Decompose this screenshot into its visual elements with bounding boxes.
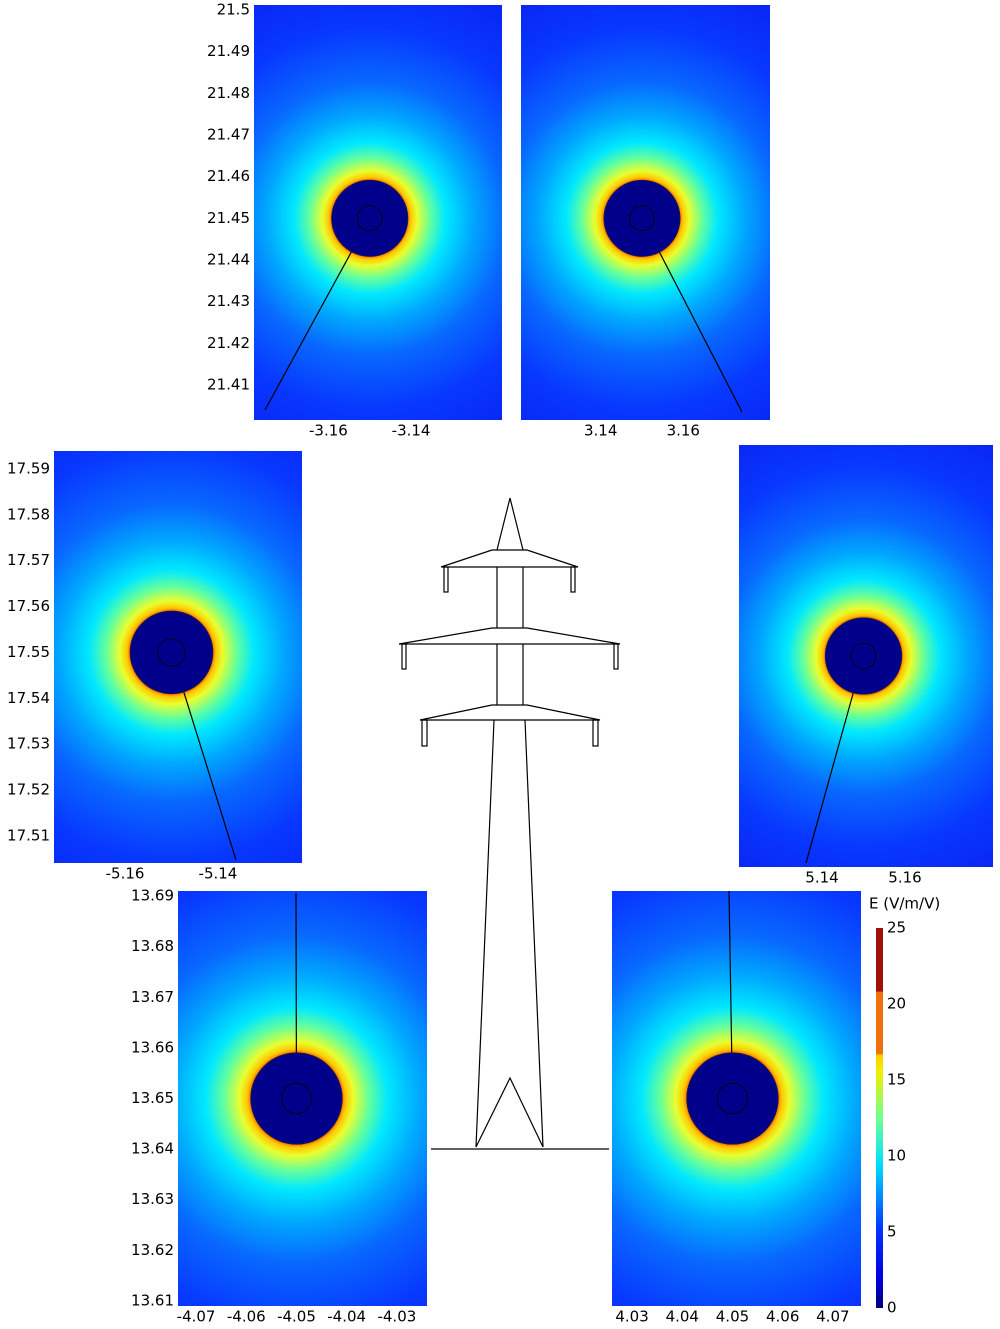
y-tick-label: 21.44 xyxy=(207,251,250,269)
x-tick-label: 5.16 xyxy=(888,869,921,887)
y-tick-label: 13.66 xyxy=(131,1038,174,1056)
y-tick-label: 21.42 xyxy=(207,334,250,352)
x-tick-label: -4.04 xyxy=(327,1308,366,1326)
y-tick-label: 13.69 xyxy=(131,887,174,905)
x-tick-label: -5.16 xyxy=(106,865,145,883)
conductor xyxy=(250,1052,343,1145)
conductor-core xyxy=(850,642,877,670)
conductor xyxy=(824,617,903,695)
conductor xyxy=(331,179,409,257)
y-tick-label: 17.57 xyxy=(7,551,50,569)
y-tick-label: 21.41 xyxy=(207,376,250,394)
x-tick-label: 4.03 xyxy=(615,1308,648,1326)
y-tick-label: 17.59 xyxy=(7,459,50,477)
y-tick-label: 13.67 xyxy=(131,988,174,1006)
x-tick-label: 4.04 xyxy=(666,1308,699,1326)
colorbar-tick-label: 25 xyxy=(887,919,906,937)
conductor-core xyxy=(157,638,186,667)
colorbar xyxy=(876,928,883,1308)
y-tick-label: 21.46 xyxy=(207,167,250,185)
x-tick-label: 5.14 xyxy=(805,869,838,887)
x-tick-label: 4.05 xyxy=(716,1308,749,1326)
colorbar-tick-label: 20 xyxy=(887,995,906,1013)
x-tick-label: -4.03 xyxy=(377,1308,416,1326)
y-tick-label: 21.45 xyxy=(207,209,250,227)
x-tick-label: 3.14 xyxy=(584,422,617,440)
y-tick-label: 21.5 xyxy=(217,1,250,19)
x-tick-label: -3.14 xyxy=(392,422,431,440)
y-tick-label: 17.53 xyxy=(7,735,50,753)
x-tick-label: 3.16 xyxy=(667,422,700,440)
y-tick-label: 17.58 xyxy=(7,505,50,523)
colorbar-tick-label: 10 xyxy=(887,1147,906,1165)
x-tick-label: -3.16 xyxy=(309,422,348,440)
x-tick-label: 4.06 xyxy=(766,1308,799,1326)
y-tick-label: 13.64 xyxy=(131,1140,174,1158)
colorbar-title: E (V/m/V) xyxy=(869,895,940,913)
colorbar-tick-label: 0 xyxy=(887,1299,897,1317)
y-tick-label: 13.63 xyxy=(131,1190,174,1208)
conductor-core xyxy=(629,205,655,232)
conductor xyxy=(129,610,214,695)
conductor xyxy=(686,1052,779,1145)
y-tick-label: 17.56 xyxy=(7,597,50,615)
y-tick-label: 21.48 xyxy=(207,84,250,102)
conductor-core xyxy=(717,1083,748,1114)
y-tick-label: 17.55 xyxy=(7,643,50,661)
y-tick-label: 13.61 xyxy=(131,1291,174,1309)
conductor-core xyxy=(281,1083,312,1114)
x-tick-label: -4.05 xyxy=(277,1308,316,1326)
x-tick-label: -4.06 xyxy=(227,1308,266,1326)
y-tick-label: 21.43 xyxy=(207,292,250,310)
transmission-tower xyxy=(398,497,621,1150)
conductor xyxy=(603,179,681,257)
conductor-core xyxy=(356,205,383,232)
y-tick-label: 17.52 xyxy=(7,781,50,799)
x-tick-label: 4.07 xyxy=(816,1308,849,1326)
x-tick-label: -4.07 xyxy=(177,1308,216,1326)
x-tick-label: -5.14 xyxy=(199,865,238,883)
y-tick-label: 21.47 xyxy=(207,126,250,144)
colorbar-tick-label: 5 xyxy=(887,1223,897,1241)
y-tick-label: 17.54 xyxy=(7,689,50,707)
y-tick-label: 21.49 xyxy=(207,42,250,60)
y-tick-label: 13.68 xyxy=(131,937,174,955)
y-tick-label: 13.62 xyxy=(131,1241,174,1259)
colorbar-tick-label: 15 xyxy=(887,1071,906,1089)
y-tick-label: 17.51 xyxy=(7,826,50,844)
y-tick-label: 13.65 xyxy=(131,1089,174,1107)
